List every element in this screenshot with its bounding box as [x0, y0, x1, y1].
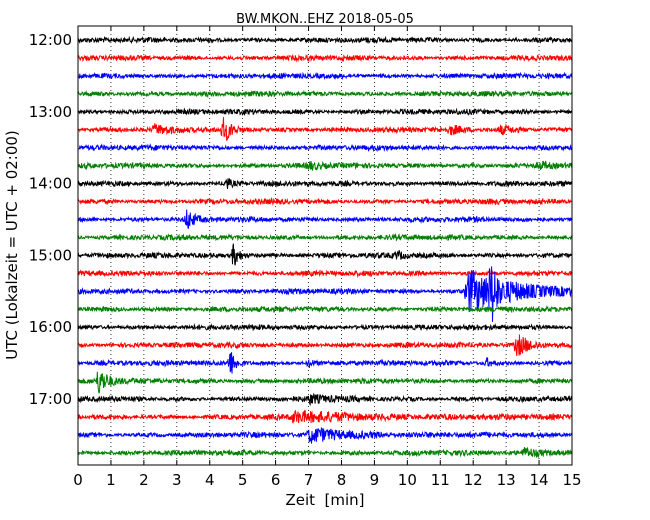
y-tick-label: 13:00 [29, 103, 72, 121]
seismic-trace [77, 446, 573, 459]
seismic-trace [77, 35, 573, 45]
seismic-trace [77, 334, 573, 356]
seismic-trace [77, 160, 573, 171]
x-tick-label: 12 [464, 471, 483, 489]
x-tick-label: 4 [205, 471, 215, 489]
seismic-trace [77, 117, 573, 142]
plot-frame [77, 25, 573, 466]
x-tick-label: 10 [398, 471, 417, 489]
y-tick-label: 15:00 [29, 246, 72, 264]
seismic-trace [77, 322, 573, 332]
seismic-trace [77, 426, 573, 444]
y-tick-label: 12:00 [29, 31, 72, 49]
x-tick-label: 11 [431, 471, 450, 489]
seismic-trace [77, 392, 573, 407]
x-axis-ticks: 0 1 2 3 4 5 6 7 8 9 10 11 12 13 14 15 [73, 26, 582, 489]
seismic-trace [77, 232, 573, 242]
y-tick-label: 16:00 [29, 318, 72, 336]
x-tick-label: 2 [139, 471, 149, 489]
seismic-trace [77, 266, 573, 322]
y-axis-ticks: 12:00 13:00 14:00 15:00 16:00 17:00 [29, 31, 572, 408]
x-tick-label: 8 [337, 471, 347, 489]
traces-group [77, 35, 573, 459]
seismic-trace [77, 269, 573, 279]
x-tick-label: 3 [172, 471, 182, 489]
x-tick-label: 14 [530, 471, 549, 489]
x-tick-label: 0 [73, 471, 83, 489]
x-tick-label: 13 [497, 471, 516, 489]
seismic-trace [77, 243, 573, 266]
chart-title: BW.MKON..EHZ 2018-05-05 [236, 12, 414, 27]
seismic-trace [77, 89, 573, 99]
seismic-trace [77, 409, 573, 424]
x-tick-label: 5 [238, 471, 248, 489]
seismic-trace [77, 143, 573, 153]
seismic-trace [77, 196, 573, 207]
seismic-trace [77, 209, 573, 229]
seismic-trace [77, 71, 573, 81]
seismic-trace [77, 352, 573, 374]
seismic-trace [77, 107, 573, 117]
y-axis-label: UTC (Lokalzeit = UTC + 02:00) [3, 130, 21, 360]
x-axis-label: Zeit [min] [285, 491, 364, 509]
x-tick-label: 9 [370, 471, 380, 489]
y-tick-label: 14:00 [29, 175, 72, 193]
x-tick-label: 7 [304, 471, 314, 489]
seismic-trace [77, 305, 573, 314]
x-tick-label: 15 [562, 471, 581, 489]
y-tick-label: 17:00 [29, 390, 72, 408]
x-tick-label: 1 [106, 471, 116, 489]
seismic-trace [77, 178, 573, 189]
seismic-trace [77, 53, 573, 63]
x-tick-label: 6 [271, 471, 281, 489]
seismic-trace [77, 371, 573, 394]
